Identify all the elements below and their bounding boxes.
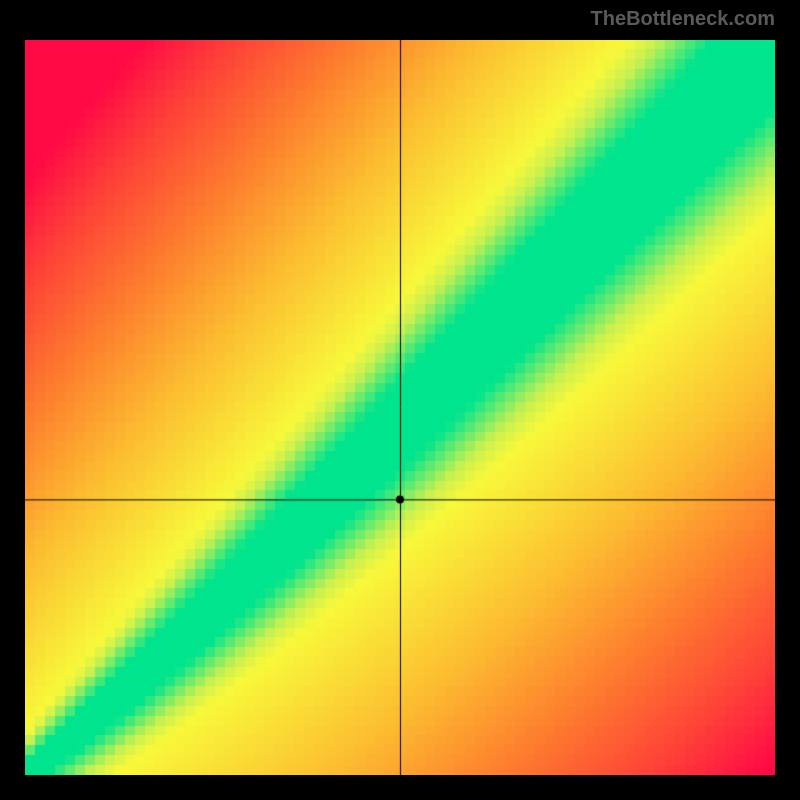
heatmap-canvas [25, 40, 775, 775]
bottleneck-heatmap [25, 40, 775, 775]
watermark-text: TheBottleneck.com [591, 8, 775, 31]
